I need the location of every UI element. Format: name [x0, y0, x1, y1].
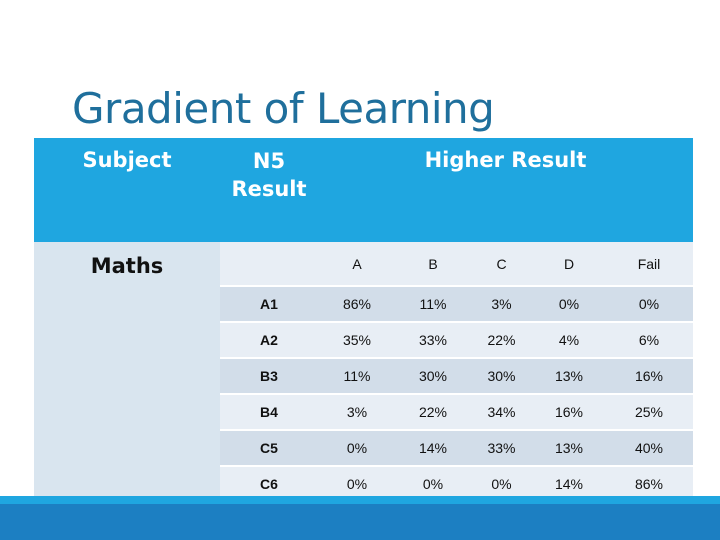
table-cell: 16% [605, 358, 693, 394]
table-cell: 0% [318, 430, 396, 466]
table-cell: 22% [396, 394, 470, 430]
footer-bar [0, 496, 720, 540]
table-cell: 4% [533, 322, 605, 358]
table-cell: 14% [396, 430, 470, 466]
grade-header-fail: Fail [605, 242, 693, 286]
grade-header-c: C [470, 242, 533, 286]
table-cell: 40% [605, 430, 693, 466]
header-n5-line1: N5 [252, 148, 286, 173]
row-divider [220, 465, 693, 467]
table-header-row: Subject N5 Result Higher Result [34, 138, 693, 242]
table-cell: 16% [533, 394, 605, 430]
subject-maths: Maths [90, 254, 164, 278]
grade-header-b: B [396, 242, 470, 286]
table-cell: 86% [318, 286, 396, 322]
grade-header-blank [220, 242, 318, 286]
table-cell: 30% [396, 358, 470, 394]
row-divider [220, 285, 693, 287]
row-divider [220, 357, 693, 359]
table-cell: 13% [533, 430, 605, 466]
table-cell: 6% [605, 322, 693, 358]
row-label-b3: B3 [220, 358, 318, 394]
table-cell: 0% [533, 286, 605, 322]
row-label-a1: A1 [220, 286, 318, 322]
table-cell: 33% [396, 322, 470, 358]
header-n5-line2: Result [231, 177, 307, 201]
grade-header-d: D [533, 242, 605, 286]
row-divider [220, 393, 693, 395]
row-label-c5: C5 [220, 430, 318, 466]
header-n5-result: N5 Result [220, 142, 318, 208]
table-cell: 22% [470, 322, 533, 358]
row-divider [220, 321, 693, 323]
header-higher-result: Higher Result [424, 147, 587, 172]
row-label-b4: B4 [220, 394, 318, 430]
slide-title: Gradient of Learning [72, 84, 495, 133]
subject-column [34, 242, 220, 500]
table-cell: 34% [470, 394, 533, 430]
table-cell: 11% [396, 286, 470, 322]
table-cell: 35% [318, 322, 396, 358]
table-cell: 33% [470, 430, 533, 466]
header-subject: Subject [82, 147, 172, 172]
table-cell: 0% [605, 286, 693, 322]
row-label-a2: A2 [220, 322, 318, 358]
table-cell: 3% [470, 286, 533, 322]
table-cell: 25% [605, 394, 693, 430]
table-cell: 13% [533, 358, 605, 394]
footer-accent [0, 496, 720, 504]
table-cell: 30% [470, 358, 533, 394]
row-divider [220, 429, 693, 431]
table-cell: 11% [318, 358, 396, 394]
table-cell: 3% [318, 394, 396, 430]
grade-header-a: A [318, 242, 396, 286]
